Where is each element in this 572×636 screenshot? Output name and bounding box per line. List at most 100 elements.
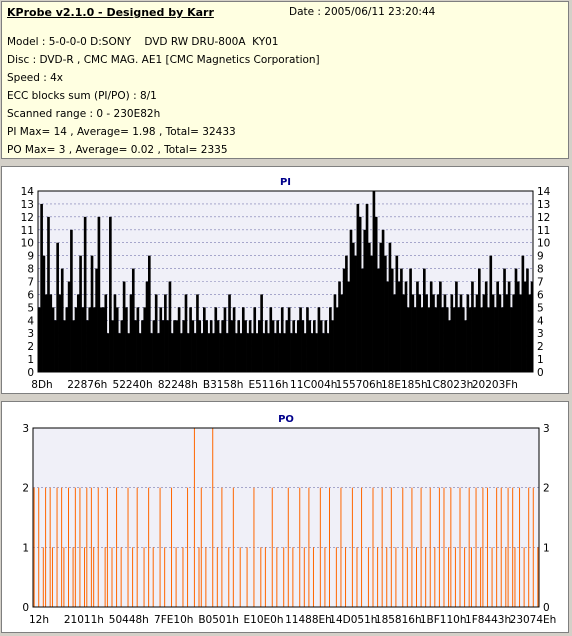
pi-bar (83, 216, 87, 372)
pi-bar (296, 320, 300, 372)
pi-bar (354, 255, 357, 372)
po-xtick-label: 1F8443h (465, 614, 511, 626)
pi-bar (294, 333, 298, 372)
pi-ytick-right: 0 (537, 367, 544, 379)
info-line-model: Model : 5-0-0-0 D:SONY DVD RW DRU-800A K… (7, 36, 279, 48)
pi-bar (500, 307, 504, 372)
po-plot-area (33, 428, 539, 607)
pi-bar (141, 320, 144, 372)
pi-chart-panel: PI 0 0 1 1 2 2 3 3 4 4 5 5 6 6 7 7 8 8 9 9 10 10 11 11 12 12 13 13 14… (1, 166, 569, 394)
pi-bar (168, 281, 172, 372)
po-ytick-left: 1 (22, 542, 29, 554)
pi-bar (514, 268, 518, 372)
pi-bar (145, 281, 149, 372)
pi-bar (406, 307, 410, 372)
scan-date: Date : 2005/06/11 23:20:44 (289, 6, 436, 18)
po-xtick-label: 185816h (375, 614, 422, 626)
pi-bar (503, 268, 506, 372)
pi-bar (326, 333, 330, 372)
pi-bar (452, 307, 456, 372)
pi-bar (455, 281, 458, 372)
info-line-speed: Speed : 4x (7, 72, 64, 84)
pi-bar (203, 307, 206, 372)
pi-bar (457, 307, 461, 372)
pi-ytick-right: 13 (537, 199, 550, 211)
po-ytick-left: 0 (22, 602, 29, 614)
pi-bar (219, 333, 222, 372)
pi-xtick-label: 82248h (158, 379, 198, 391)
pi-bar (290, 333, 293, 372)
pi-bar (159, 307, 163, 372)
po-xtick-label: 12h (29, 614, 49, 626)
pi-bar (473, 307, 477, 372)
pi-ytick-right: 6 (537, 289, 544, 301)
pi-bar (491, 294, 495, 372)
pi-bar (274, 333, 277, 372)
pi-bar (51, 307, 55, 372)
pi-bar (439, 281, 442, 372)
po-xtick-label: 1BF110h (420, 614, 467, 626)
pi-bar (427, 307, 431, 372)
pi-bar (93, 307, 96, 372)
pi-bar (134, 320, 137, 372)
pi-bar (258, 320, 261, 372)
pi-bar (402, 294, 406, 372)
pi-bar (230, 320, 234, 372)
pi-xtick-label: 155706h (336, 379, 383, 391)
pi-ytick-left: 1 (27, 354, 34, 366)
pi-bar (409, 268, 412, 372)
pi-bar (74, 307, 78, 372)
pi-bar (122, 281, 126, 372)
pi-xtick-label: 11C004h (290, 379, 337, 391)
pi-bar (125, 307, 128, 372)
pi-bar (461, 307, 465, 372)
pi-bar (478, 268, 481, 372)
pi-ytick-right: 14 (537, 186, 551, 198)
pi-bar (523, 281, 527, 372)
pi-bar (40, 203, 43, 372)
pi-bar (418, 294, 422, 372)
pi-bar (388, 242, 392, 372)
pi-bar (429, 281, 433, 372)
pi-bar (400, 268, 403, 372)
pi-bar (166, 320, 169, 372)
pi-bar (299, 307, 302, 372)
pi-ytick-left: 8 (27, 264, 34, 276)
pi-bar (505, 294, 509, 372)
pi-bar (443, 294, 447, 372)
pi-bar (370, 255, 373, 372)
pi-ytick-left: 10 (21, 238, 34, 250)
pi-bar (333, 294, 337, 372)
pi-bar (205, 320, 208, 372)
po-xtick-label: B0501h (198, 614, 239, 626)
po-xtick-label: 50448h (109, 614, 149, 626)
pi-bar (79, 255, 82, 372)
pi-bar (528, 294, 532, 372)
pi-bar (264, 320, 268, 372)
pi-bar (255, 333, 259, 372)
pi-ytick-right: 5 (537, 302, 544, 314)
info-panel: KProbe v2.1.0 - Designed by Karr Date : … (1, 1, 569, 159)
pi-bar (315, 333, 318, 372)
pi-ytick-right: 3 (537, 328, 544, 340)
pi-bar (143, 307, 147, 372)
pi-ytick-right: 1 (537, 354, 544, 366)
pi-ytick-left: 6 (27, 289, 34, 301)
pi-bar (450, 294, 454, 372)
pi-bar (109, 216, 112, 372)
pi-bar (175, 320, 179, 372)
pi-bar (97, 216, 101, 372)
pi-bar (342, 268, 346, 372)
pi-bar (111, 320, 114, 372)
po-ytick-right: 0 (543, 602, 550, 614)
pi-ytick-left: 12 (21, 212, 34, 224)
pi-ytick-left: 11 (21, 225, 34, 237)
pi-bar (347, 281, 351, 372)
pi-bar (301, 320, 305, 372)
pi-bar (182, 320, 186, 372)
pi-bar (180, 333, 183, 372)
pi-xtick-label: B3158h (203, 379, 244, 391)
pi-bar (432, 294, 435, 372)
pi-bar (70, 229, 73, 372)
